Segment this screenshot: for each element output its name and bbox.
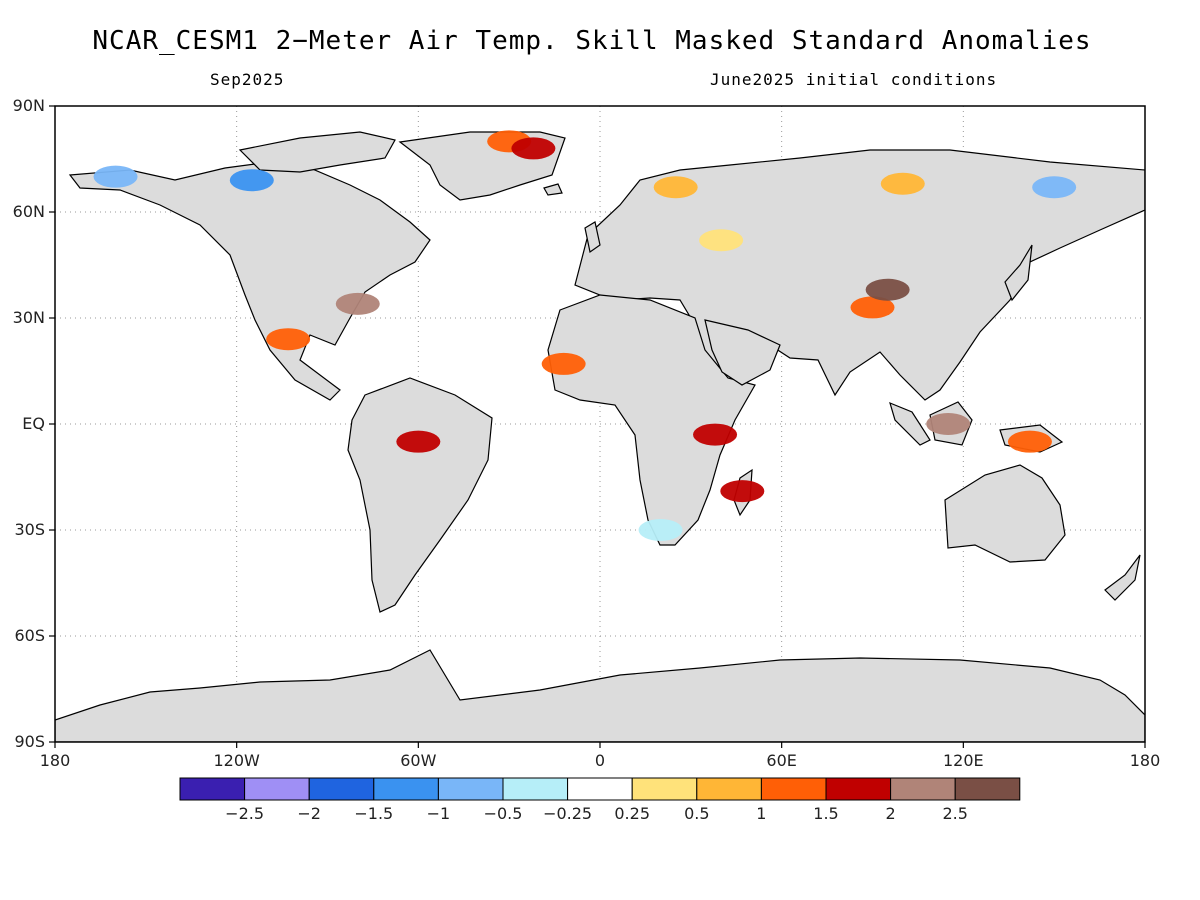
anomaly-patch xyxy=(638,519,683,541)
map-title: NCAR_CESM1 2−Meter Air Temp. Skill Maske… xyxy=(92,26,1092,56)
lat-tick-label: 30N xyxy=(13,308,45,327)
anomaly-patch xyxy=(699,229,744,252)
lon-tick-label: 0 xyxy=(595,751,605,770)
lon-tick-label: 120W xyxy=(213,751,260,770)
colorbar-label: 1 xyxy=(756,804,766,823)
anomaly-patch xyxy=(693,423,738,446)
colorbar-label: 0.25 xyxy=(614,804,650,823)
colorbar-segment xyxy=(954,777,1021,801)
colorbar-segment xyxy=(890,777,956,801)
colorbar-segment xyxy=(437,777,504,801)
anomaly-patch xyxy=(396,430,441,453)
lat-tick-label: 90N xyxy=(13,96,45,115)
colorbar-label: −0.25 xyxy=(543,804,592,823)
anomaly-patch xyxy=(511,137,556,160)
anomaly-patch xyxy=(93,165,138,188)
colorbar: −2.5 −2 −1.5 −1 −0.5 −0.25 0.25 0.5 1 1.5 2 2.5 xyxy=(179,777,1021,823)
colorbar-segment xyxy=(760,777,827,801)
colorbar-segment xyxy=(825,777,892,801)
colorbar-label: 0.5 xyxy=(684,804,709,823)
colorbar-segment xyxy=(308,777,375,801)
lat-tick-label: 60S xyxy=(14,626,45,645)
lon-tick-label: 180 xyxy=(1130,751,1161,770)
map-canvas xyxy=(55,106,1145,742)
colorbar-label: 1.5 xyxy=(813,804,838,823)
lon-tick-label: 180 xyxy=(40,751,71,770)
landmasses xyxy=(55,131,1145,742)
valid-month-label: Sep2025 xyxy=(210,70,285,89)
anomaly-patch xyxy=(1032,176,1077,199)
new-zealand xyxy=(1104,554,1141,601)
colorbar-segment xyxy=(179,777,246,801)
anomaly-patches xyxy=(93,130,1077,541)
anomaly-patch xyxy=(229,169,274,192)
lat-tick-label: 90S xyxy=(14,732,45,751)
lat-tick-label: 30S xyxy=(14,520,45,539)
sumatra xyxy=(889,401,931,446)
anomaly-patch xyxy=(880,172,925,195)
japan xyxy=(1004,244,1033,302)
colorbar-label: −2 xyxy=(297,804,321,823)
colorbar-segment xyxy=(631,777,698,801)
canadian-arctic-islands xyxy=(238,131,396,173)
south-america xyxy=(347,377,493,613)
lat-tick-label: 60N xyxy=(13,202,45,221)
colorbar-segment xyxy=(502,777,569,801)
lat-tick-label: EQ xyxy=(22,414,45,433)
init-conditions-label: June2025 initial conditions xyxy=(710,70,998,89)
anomaly-patch xyxy=(850,296,895,319)
lon-tick-label: 120E xyxy=(943,751,984,770)
anomaly-patch xyxy=(541,352,586,375)
lon-tick-label: 60E xyxy=(766,751,796,770)
anomaly-patch xyxy=(335,292,380,315)
antarctica xyxy=(55,649,1145,742)
anomaly-patch xyxy=(1007,430,1052,453)
colorbar-label: −2.5 xyxy=(225,804,264,823)
iceland xyxy=(543,183,563,196)
anomaly-patch xyxy=(266,328,311,351)
arabian-peninsula xyxy=(704,319,781,386)
lon-tick-label: 60W xyxy=(400,751,436,770)
australia xyxy=(944,464,1066,563)
anomaly-patch xyxy=(926,413,971,435)
colorbar-label: 2.5 xyxy=(942,804,967,823)
anomaly-patch xyxy=(720,480,765,503)
colorbar-label: −1.5 xyxy=(354,804,393,823)
colorbar-segment xyxy=(696,777,762,801)
anomaly-patch xyxy=(653,176,698,199)
colorbar-segment xyxy=(244,777,310,801)
anomaly-patch xyxy=(865,278,910,301)
uk-ireland xyxy=(584,221,601,254)
colorbar-segment xyxy=(373,777,439,801)
africa xyxy=(547,294,756,546)
colorbar-label: 2 xyxy=(886,804,896,823)
colorbar-segment xyxy=(567,777,633,801)
colorbar-label: −0.5 xyxy=(484,804,523,823)
colorbar-label: −1 xyxy=(427,804,451,823)
